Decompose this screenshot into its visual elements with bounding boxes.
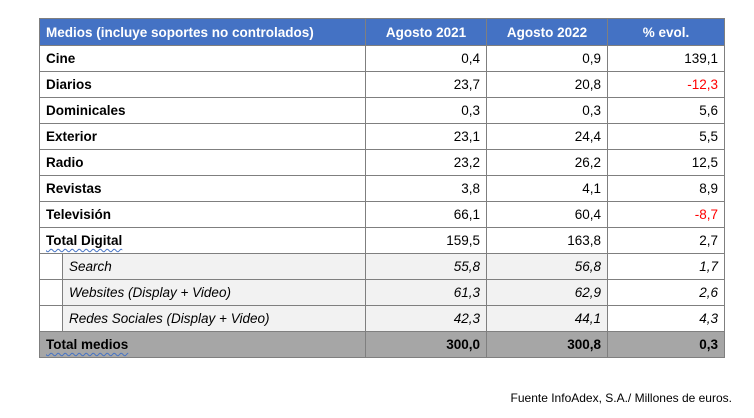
header-medios: Medios (incluye soportes no controlados)	[39, 18, 366, 46]
row-label: Radio	[39, 149, 366, 176]
sub-label: Websites (Display + Video)	[63, 280, 365, 305]
sub-label-cell: Search	[39, 253, 366, 280]
row-evol-negative: -8,7	[607, 201, 725, 228]
total-label: Total medios	[39, 331, 366, 358]
sub-value-2022: 62,9	[486, 279, 608, 306]
table-row: Dominicales 0,3 0,3 5,6	[39, 97, 725, 124]
sub-label-cell: Redes Sociales (Display + Video)	[39, 305, 366, 332]
sub-value-2022: 44,1	[486, 305, 608, 332]
row-value-2021: 23,2	[365, 149, 487, 176]
total-value-2022: 300,8	[486, 331, 608, 358]
table-row: Televisión 66,1 60,4 -8,7	[39, 201, 725, 228]
row-evol: 12,5	[607, 149, 725, 176]
table-row: Radio 23,2 26,2 12,5	[39, 149, 725, 176]
total-medios-row: Total medios 300,0 300,8 0,3	[39, 331, 725, 358]
row-label: Dominicales	[39, 97, 366, 124]
header-evol: % evol.	[607, 18, 725, 46]
row-label: Cine	[39, 45, 366, 72]
total-value-2021: 300,0	[365, 331, 487, 358]
sub-label-cell: Websites (Display + Video)	[39, 279, 366, 306]
digital-value-2021: 159,5	[365, 227, 487, 254]
table-row: Exterior 23,1 24,4 5,5	[39, 123, 725, 150]
row-label: Diarios	[39, 71, 366, 98]
table-row: Revistas 3,8 4,1 8,9	[39, 175, 725, 202]
table-row: Cine 0,4 0,9 139,1	[39, 45, 725, 72]
row-evol: 139,1	[607, 45, 725, 72]
sub-label: Redes Sociales (Display + Video)	[63, 306, 365, 331]
sub-evol: 2,6	[607, 279, 725, 306]
row-label: Revistas	[39, 175, 366, 202]
sub-evol: 1,7	[607, 253, 725, 280]
digital-sub-row: Search 55,8 56,8 1,7	[39, 253, 725, 280]
row-value-2021: 0,3	[365, 97, 487, 124]
row-evol: 8,9	[607, 175, 725, 202]
media-investment-table: Medios (incluye soportes no controlados)…	[39, 18, 725, 358]
row-value-2022: 0,9	[486, 45, 608, 72]
row-label: Exterior	[39, 123, 366, 150]
row-evol-negative: -12,3	[607, 71, 725, 98]
sub-evol: 4,3	[607, 305, 725, 332]
digital-evol: 2,7	[607, 227, 725, 254]
digital-value-2022: 163,8	[486, 227, 608, 254]
row-value-2022: 4,1	[486, 175, 608, 202]
table-header-row: Medios (incluye soportes no controlados)…	[39, 18, 725, 46]
digital-total-row: Total Digital 159,5 163,8 2,7	[39, 227, 725, 254]
row-evol: 5,5	[607, 123, 725, 150]
row-value-2022: 0,3	[486, 97, 608, 124]
row-value-2022: 26,2	[486, 149, 608, 176]
header-agosto-2022: Agosto 2022	[486, 18, 608, 46]
row-value-2022: 24,4	[486, 123, 608, 150]
sub-value-2022: 56,8	[486, 253, 608, 280]
row-value-2022: 60,4	[486, 201, 608, 228]
row-value-2021: 3,8	[365, 175, 487, 202]
digital-label-text: Total Digital	[46, 233, 123, 248]
sub-value-2021: 55,8	[365, 253, 487, 280]
header-agosto-2021: Agosto 2021	[365, 18, 487, 46]
source-note: Fuente InfoAdex, S.A./ Millones de euros…	[510, 391, 732, 405]
total-label-text: Total medios	[46, 337, 129, 352]
table-row: Diarios 23,7 20,8 -12,3	[39, 71, 725, 98]
digital-sub-row: Redes Sociales (Display + Video) 42,3 44…	[39, 305, 725, 332]
row-value-2022: 20,8	[486, 71, 608, 98]
row-value-2021: 0,4	[365, 45, 487, 72]
total-evol: 0,3	[607, 331, 725, 358]
digital-sub-row: Websites (Display + Video) 61,3 62,9 2,6	[39, 279, 725, 306]
sub-value-2021: 42,3	[365, 305, 487, 332]
row-label: Televisión	[39, 201, 366, 228]
sub-label: Search	[63, 254, 365, 279]
row-value-2021: 23,1	[365, 123, 487, 150]
row-value-2021: 66,1	[365, 201, 487, 228]
row-evol: 5,6	[607, 97, 725, 124]
sub-value-2021: 61,3	[365, 279, 487, 306]
row-value-2021: 23,7	[365, 71, 487, 98]
digital-label: Total Digital	[39, 227, 366, 254]
